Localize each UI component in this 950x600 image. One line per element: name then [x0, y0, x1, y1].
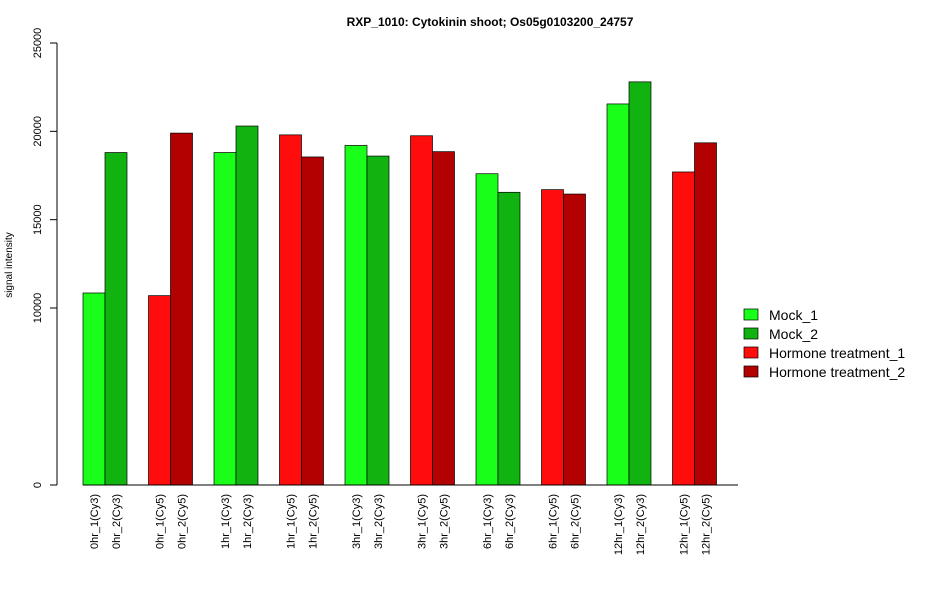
- y-tick-label: 10000: [32, 293, 44, 324]
- bar: [432, 151, 455, 486]
- chart-title: RXP_1010: Cytokinin shoot; Os05g0103200_…: [347, 15, 634, 29]
- bar: [82, 292, 106, 486]
- legend-label: Hormone treatment_1: [769, 345, 905, 361]
- x-tick-label: 12hr_2(Cy5): [701, 494, 713, 555]
- legend-swatch: [743, 308, 759, 321]
- x-tick-label: 6hr_2(Cy3): [504, 494, 516, 549]
- y-tick-label: 25000: [32, 28, 44, 59]
- bar: [541, 189, 564, 486]
- bar: [344, 145, 368, 486]
- bar: [170, 132, 193, 486]
- legend-label: Hormone treatment_2: [769, 364, 905, 380]
- legend-label: Mock_1: [769, 307, 818, 323]
- x-tick-label: 12hr_1(Cy3): [613, 494, 625, 555]
- bar: [213, 152, 237, 486]
- bar: [279, 134, 302, 486]
- bar: [606, 103, 630, 486]
- legend-swatch: [743, 327, 759, 340]
- legend-swatch: [743, 346, 759, 359]
- bar: [497, 191, 521, 486]
- bar: [301, 156, 324, 486]
- x-tick-label: 12hr_2(Cy3): [635, 494, 647, 555]
- legend-swatch: [743, 365, 759, 378]
- x-tick-label: 12hr_1(Cy5): [679, 494, 691, 555]
- x-tick-label: 0hr_1(Cy5): [155, 494, 167, 549]
- x-tick-label: 3hr_2(Cy3): [373, 494, 385, 549]
- bars: [82, 81, 717, 486]
- y-tick-label: 15000: [32, 204, 44, 235]
- bar: [104, 152, 128, 486]
- bar: [366, 155, 390, 486]
- legend-label: Mock_2: [769, 326, 818, 342]
- bar: [694, 142, 717, 486]
- x-tick-label: 3hr_1(Cy3): [351, 494, 363, 549]
- y-tick-label: 0: [32, 482, 44, 488]
- bar: [563, 193, 586, 486]
- x-tick-label: 6hr_1(Cy3): [482, 494, 494, 549]
- bar: [148, 295, 171, 486]
- bar: [475, 173, 499, 486]
- x-tick-label: 6hr_1(Cy5): [548, 494, 560, 549]
- y-tick-label: 20000: [32, 116, 44, 147]
- legend: Mock_1 Mock_2 Hormone treatment_1 Hormone t…: [743, 307, 905, 380]
- x-axis-labels: 0hr_1(Cy3) 0hr_2(Cy3) 0hr_1(Cy5) 0hr_2(Cy5)…: [89, 494, 713, 555]
- x-tick-label: 1hr_2(Cy5): [308, 494, 320, 549]
- bar: [672, 171, 695, 486]
- x-tick-label: 1hr_2(Cy3): [242, 494, 254, 549]
- x-tick-label: 6hr_2(Cy5): [570, 494, 582, 549]
- x-tick-label: 1hr_1(Cy5): [286, 494, 298, 549]
- x-tick-label: 0hr_1(Cy3): [89, 494, 101, 549]
- x-tick-label: 0hr_2(Cy3): [111, 494, 123, 549]
- x-tick-label: 3hr_1(Cy5): [417, 494, 429, 549]
- bar: [235, 125, 259, 486]
- y-axis: 0 10000 15000 20000 25000: [32, 28, 58, 488]
- y-axis-label: signal intensity: [4, 232, 15, 298]
- x-tick-label: 0hr_2(Cy5): [177, 494, 189, 549]
- x-tick-label: 1hr_1(Cy3): [220, 494, 232, 549]
- x-tick-label: 3hr_2(Cy5): [439, 494, 451, 549]
- bar: [628, 81, 652, 486]
- bar: [410, 135, 433, 486]
